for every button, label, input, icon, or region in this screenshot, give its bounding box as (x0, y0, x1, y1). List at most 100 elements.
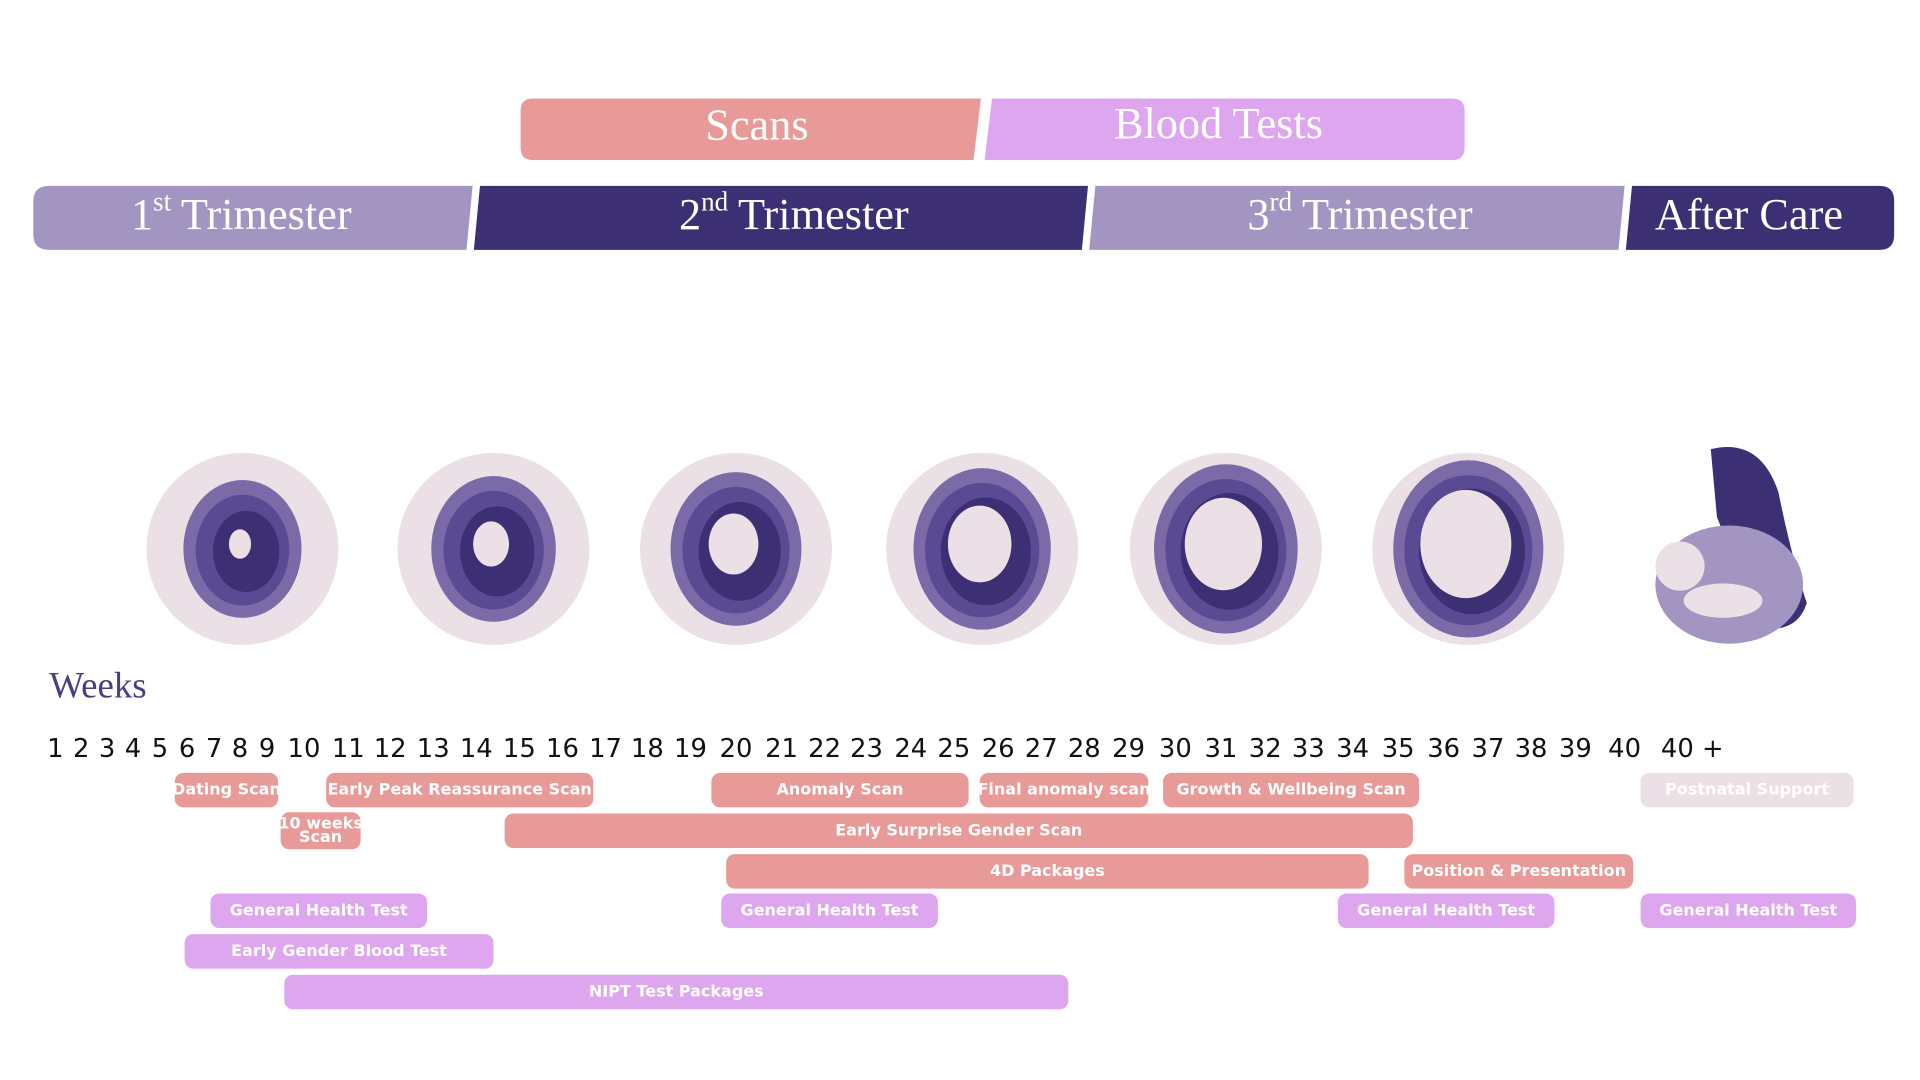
blood-tests-tab-label: Blood Tests (1114, 99, 1323, 148)
timeline-bar (726, 854, 1369, 889)
stage-number: 2 (679, 190, 701, 239)
week-number: 30 (1159, 734, 1192, 764)
week-number: 22 (808, 734, 841, 764)
illustrations (146, 446, 1807, 645)
stage-number: 3 (1247, 190, 1269, 239)
stage-label: After Care (1655, 190, 1843, 239)
fetus (1184, 497, 1263, 591)
stage-band (1089, 185, 1625, 250)
stage-label: 3rd Trimester (1247, 187, 1472, 240)
bar-label: Growth & Wellbeing Scan (1176, 780, 1405, 799)
bar-label: General Health Test (1357, 900, 1535, 919)
fetus (228, 529, 252, 559)
scans-tab (520, 98, 981, 160)
timeline-bar (1640, 893, 1856, 928)
week-number: 31 (1204, 734, 1237, 764)
week-number: 26 (982, 734, 1015, 764)
week-number: 8 (232, 734, 248, 764)
bar-label: Postnatal Support (1665, 780, 1829, 799)
stage-label: 1st Trimester (131, 187, 352, 240)
week-number: 12 (374, 734, 407, 764)
timeline-bar (711, 772, 969, 808)
week-number: 21 (765, 734, 798, 764)
scans-tab-label: Scans (705, 100, 808, 149)
week-number: 28 (1068, 734, 1101, 764)
timeline-bar (174, 772, 279, 808)
week-number: 7 (206, 734, 222, 764)
week-number: 35 (1382, 734, 1415, 764)
week-number: 10 (288, 734, 321, 764)
timeline-bar (1163, 772, 1420, 808)
stage-ordinal: rd (1270, 187, 1293, 217)
stage-band (33, 185, 473, 250)
bar-label: Dating Scan (172, 780, 281, 799)
week-number: 3 (99, 734, 115, 764)
stage-word: Trimester (738, 190, 909, 239)
week-number: 29 (1112, 734, 1145, 764)
week-number: 25 (937, 734, 970, 764)
fetus (473, 521, 510, 567)
bar-label: Early Gender Blood Test (231, 941, 447, 960)
bar-label-line: Scan (299, 826, 342, 845)
bar-label: Anomaly Scan (777, 780, 904, 799)
timeline-bar (504, 813, 1413, 848)
timeline-bar (210, 893, 428, 928)
week-number: 4 (125, 734, 141, 764)
bar-label: General Health Test (230, 900, 408, 919)
timeline-bar (280, 812, 361, 850)
fetus (708, 513, 759, 575)
fetus (947, 505, 1012, 583)
week-number: 18 (631, 734, 664, 764)
week-number: 19 (674, 734, 707, 764)
stage-word: Trimester (181, 190, 352, 239)
stage-label: 2nd Trimester (679, 187, 909, 240)
week-number: 38 (1515, 734, 1548, 764)
timeline-bar (284, 974, 1069, 1010)
week-number: 34 (1336, 734, 1369, 764)
timeline-bar (1404, 854, 1634, 889)
week-number: 16 (546, 734, 579, 764)
baby-body (1683, 583, 1763, 618)
week-number: 9 (259, 734, 275, 764)
timeline-bar (721, 893, 938, 928)
week-number: 40 + (1661, 734, 1724, 764)
timeline-bar (184, 934, 494, 969)
bar-label: 4D Packages (990, 861, 1105, 880)
bar-label: Final anomaly scan (978, 780, 1151, 799)
week-number: 14 (460, 734, 493, 764)
week-number: 27 (1025, 734, 1058, 764)
bar-label: Position & Presentation (1412, 861, 1627, 880)
bar-label-line: 10 weeks (278, 813, 362, 832)
fetus (1420, 489, 1512, 599)
timeline-bar (979, 772, 1149, 808)
timeline-bar (326, 772, 594, 808)
week-number: 20 (720, 734, 753, 764)
week-number: 17 (589, 734, 622, 764)
stage-ordinal: nd (701, 187, 729, 217)
week-number: 5 (152, 734, 168, 764)
week-number: 33 (1292, 734, 1325, 764)
stage-word: After Care (1655, 190, 1843, 239)
bar-label: General Health Test (1659, 900, 1837, 919)
bar-label: General Health Test (741, 900, 919, 919)
bar-label: Early Surprise Gender Scan (835, 820, 1082, 839)
week-number: 6 (179, 734, 195, 764)
timeline-bar (1640, 772, 1854, 808)
baby-head (1655, 541, 1705, 591)
stage-word: Trimester (1302, 190, 1473, 239)
stage-band (473, 185, 1088, 250)
week-number: 13 (417, 734, 450, 764)
bar-label: Early Peak Reassurance Scan (328, 780, 592, 799)
bar-label: 10 weeks Scan (278, 813, 362, 846)
week-number: 2 (73, 734, 89, 764)
week-number: 24 (894, 734, 927, 764)
stage-ordinal: st (153, 187, 172, 217)
week-number: 32 (1249, 734, 1282, 764)
stage-band (1625, 185, 1895, 250)
week-number: 37 (1472, 734, 1505, 764)
timeline-bar (1337, 893, 1555, 928)
blood-tests-tab (984, 98, 1465, 160)
week-number: 40 (1608, 734, 1641, 764)
bar-label: NIPT Test Packages (589, 982, 764, 1001)
week-number: 11 (332, 734, 365, 764)
